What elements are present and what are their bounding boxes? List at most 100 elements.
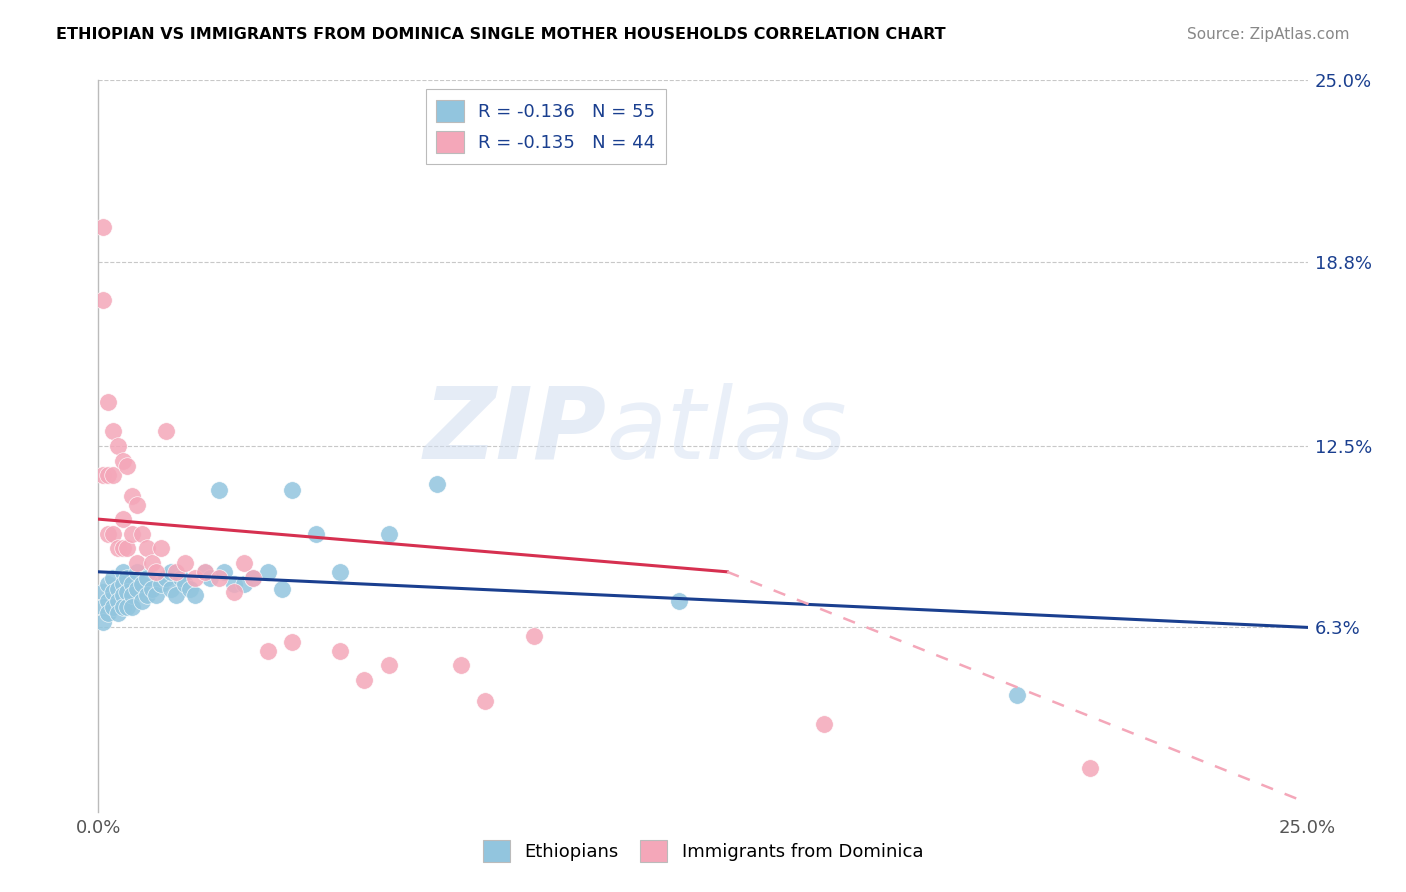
Point	[222, 576, 245, 591]
Point	[813, 717, 835, 731]
Point	[169, 571, 191, 585]
Point	[111, 512, 134, 526]
Point	[256, 644, 278, 658]
Point	[160, 565, 183, 579]
Point	[212, 565, 235, 579]
Point	[127, 498, 149, 512]
Point	[101, 585, 124, 599]
Legend: Ethiopians, Immigrants from Dominica: Ethiopians, Immigrants from Dominica	[475, 833, 931, 870]
Point	[117, 571, 139, 585]
Point	[117, 541, 139, 556]
Point	[111, 565, 134, 579]
Point	[145, 588, 167, 602]
Text: ETHIOPIAN VS IMMIGRANTS FROM DOMINICA SINGLE MOTHER HOUSEHOLDS CORRELATION CHART: ETHIOPIAN VS IMMIGRANTS FROM DOMINICA SI…	[56, 27, 946, 42]
Point	[198, 571, 221, 585]
Point	[208, 571, 231, 585]
Point	[474, 693, 496, 707]
Point	[135, 541, 157, 556]
Text: Source: ZipAtlas.com: Source: ZipAtlas.com	[1187, 27, 1350, 42]
Point	[426, 477, 449, 491]
Point	[127, 556, 149, 570]
Point	[145, 565, 167, 579]
Point	[101, 571, 124, 585]
Point	[101, 425, 124, 439]
Point	[111, 541, 134, 556]
Point	[101, 468, 124, 483]
Point	[111, 453, 134, 467]
Point	[127, 582, 149, 597]
Point	[117, 599, 139, 614]
Point	[97, 468, 120, 483]
Point	[160, 582, 183, 597]
Point	[281, 635, 304, 649]
Point	[150, 541, 173, 556]
Point	[101, 599, 124, 614]
Point	[117, 585, 139, 599]
Point	[135, 588, 157, 602]
Point	[194, 565, 217, 579]
Point	[450, 658, 472, 673]
Point	[155, 425, 177, 439]
Point	[131, 526, 153, 541]
Point	[97, 606, 120, 620]
Point	[256, 565, 278, 579]
Point	[377, 526, 399, 541]
Point	[107, 439, 129, 453]
Point	[155, 571, 177, 585]
Point	[121, 489, 143, 503]
Point	[329, 644, 352, 658]
Point	[117, 459, 139, 474]
Point	[111, 588, 134, 602]
Point	[141, 556, 163, 570]
Point	[329, 565, 352, 579]
Point	[121, 576, 143, 591]
Point	[107, 582, 129, 597]
Point	[242, 571, 264, 585]
Point	[111, 599, 134, 614]
Point	[242, 571, 264, 585]
Point	[107, 606, 129, 620]
Point	[194, 565, 217, 579]
Point	[97, 594, 120, 608]
Point	[353, 673, 375, 687]
Point	[174, 576, 197, 591]
Point	[121, 588, 143, 602]
Point	[97, 395, 120, 409]
Point	[271, 582, 294, 597]
Point	[127, 565, 149, 579]
Point	[165, 588, 187, 602]
Point	[131, 594, 153, 608]
Point	[1078, 761, 1101, 775]
Point	[208, 483, 231, 497]
Point	[135, 571, 157, 585]
Point	[1007, 688, 1029, 702]
Point	[91, 585, 114, 599]
Point	[121, 526, 143, 541]
Point	[174, 556, 197, 570]
Point	[91, 293, 114, 307]
Point	[141, 582, 163, 597]
Text: ZIP: ZIP	[423, 383, 606, 480]
Point	[107, 541, 129, 556]
Point	[91, 219, 114, 234]
Legend: R = -0.136   N = 55, R = -0.135   N = 44: R = -0.136 N = 55, R = -0.135 N = 44	[426, 89, 666, 164]
Point	[101, 526, 124, 541]
Point	[121, 599, 143, 614]
Point	[305, 526, 328, 541]
Point	[523, 629, 546, 643]
Point	[377, 658, 399, 673]
Point	[107, 594, 129, 608]
Text: atlas: atlas	[606, 383, 848, 480]
Point	[91, 615, 114, 629]
Point	[232, 556, 254, 570]
Point	[91, 468, 114, 483]
Point	[179, 582, 201, 597]
Point	[150, 576, 173, 591]
Point	[281, 483, 304, 497]
Point	[131, 576, 153, 591]
Point	[668, 594, 690, 608]
Point	[97, 576, 120, 591]
Point	[97, 526, 120, 541]
Point	[184, 571, 207, 585]
Point	[232, 576, 254, 591]
